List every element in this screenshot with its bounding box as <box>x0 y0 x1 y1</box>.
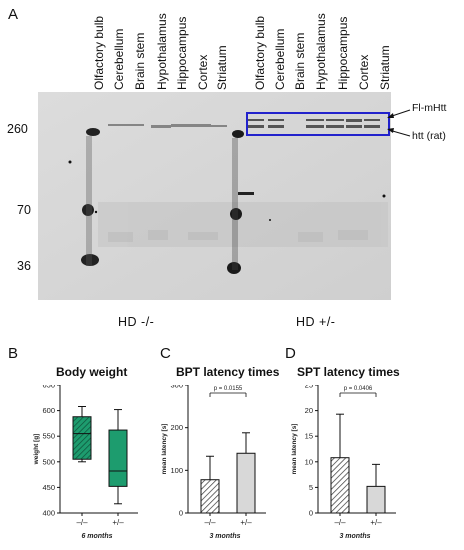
lane-label-1: Olfactory bulb <box>92 15 106 90</box>
x-tick-label: –/– <box>334 518 346 527</box>
lane-label-8: Olfactory bulb <box>253 15 267 90</box>
x-tick-label: +/– <box>370 518 382 527</box>
marker-36: 36 <box>17 259 31 273</box>
lane-label-11: Hypothalamus <box>314 13 328 90</box>
bar <box>200 479 220 514</box>
bar <box>366 485 386 514</box>
y-tick-label: 400 <box>42 509 55 518</box>
annotation-htt-rat: htt (rat) <box>412 130 446 142</box>
group-label-hd-plus: HD +/- <box>296 315 336 329</box>
y-tick-label: 100 <box>170 466 183 475</box>
chart-d-spt-latency: 0 5 10 15 20 25 mean latency [s] –/– +/–3 months… <box>291 385 396 540</box>
box <box>72 416 92 460</box>
chart-c-bpt-latency: 0 100 200 300 mean latency [s] –/– +/–3 months… <box>161 385 266 540</box>
lane-label-7: Striatum <box>215 45 229 90</box>
lane-label-10: Brain stem <box>293 32 307 90</box>
y-tick-label: 600 <box>42 406 55 415</box>
lane-label-3: Brain stem <box>133 32 147 90</box>
lane-label-13: Cortex <box>357 54 371 90</box>
x-tick-label: –/– <box>76 518 88 527</box>
lane-label-2: Cerebellum <box>112 28 126 90</box>
lane-label-14: Striatum <box>378 45 392 90</box>
y-tick-label: 10 <box>305 457 313 466</box>
x-axis-note: 3 months <box>339 533 370 540</box>
panel-a-letter: A <box>8 6 19 23</box>
y-tick-label: 500 <box>42 457 55 466</box>
bar <box>236 452 256 514</box>
x-tick-label: +/– <box>240 518 252 527</box>
y-tick-label: 0 <box>179 509 183 518</box>
box <box>108 429 128 487</box>
y-tick-label: 200 <box>170 423 183 432</box>
bar <box>330 457 350 514</box>
chart-c-title: BPT latency times <box>176 365 280 379</box>
y-tick-label: 25 <box>305 385 313 390</box>
y-tick-label: 20 <box>305 406 313 415</box>
y-tick-label: 15 <box>305 432 313 441</box>
western-blot-image <box>38 92 391 300</box>
marker-70: 70 <box>17 203 31 217</box>
panel-c-letter: C <box>160 345 171 362</box>
y-axis-label: weight [g] <box>33 434 40 466</box>
y-tick-label: 550 <box>42 432 55 441</box>
y-axis-label: mean latency [s] <box>291 424 298 475</box>
y-axis-label: mean latency [s] <box>161 424 168 475</box>
annotation-arrows <box>387 109 411 137</box>
panel-b-letter: B <box>8 345 19 362</box>
annotation-fl-mhtt: Fl-mHtt <box>412 102 447 114</box>
x-axis-note: 3 months <box>209 533 240 540</box>
highlight-box <box>246 112 390 136</box>
y-tick-label: 0 <box>309 509 313 518</box>
chart-b-title: Body weight <box>56 365 128 379</box>
y-tick-label: 450 <box>42 483 55 492</box>
x-tick-label: –/– <box>204 518 216 527</box>
p-value-label: p = 0.0406 <box>344 386 373 392</box>
y-tick-label: 5 <box>309 483 313 492</box>
marker-260: 260 <box>7 122 28 136</box>
panel-d-letter: D <box>285 345 296 362</box>
x-axis-note: 6 months <box>81 533 112 540</box>
lane-label-12: Hippocampus <box>336 16 350 90</box>
x-tick-label: +/– <box>112 518 124 527</box>
lane-label-5: Hippocampus <box>175 16 189 90</box>
y-tick-label: 650 <box>42 385 55 390</box>
lane-label-9: Cerebellum <box>273 28 287 90</box>
chart-d-title: SPT latency times <box>297 365 400 379</box>
lane-label-4: Hypothalamus <box>155 13 169 90</box>
y-tick-label: 300 <box>170 385 183 390</box>
chart-b-body-weight: 400 450 500 550 600 650 weight [g] –/– +/–6 mont… <box>33 385 138 540</box>
lane-label-6: Cortex <box>196 54 210 90</box>
p-value-label: p = 0.0155 <box>214 386 243 392</box>
group-label-hd-minus: HD -/- <box>118 315 155 329</box>
